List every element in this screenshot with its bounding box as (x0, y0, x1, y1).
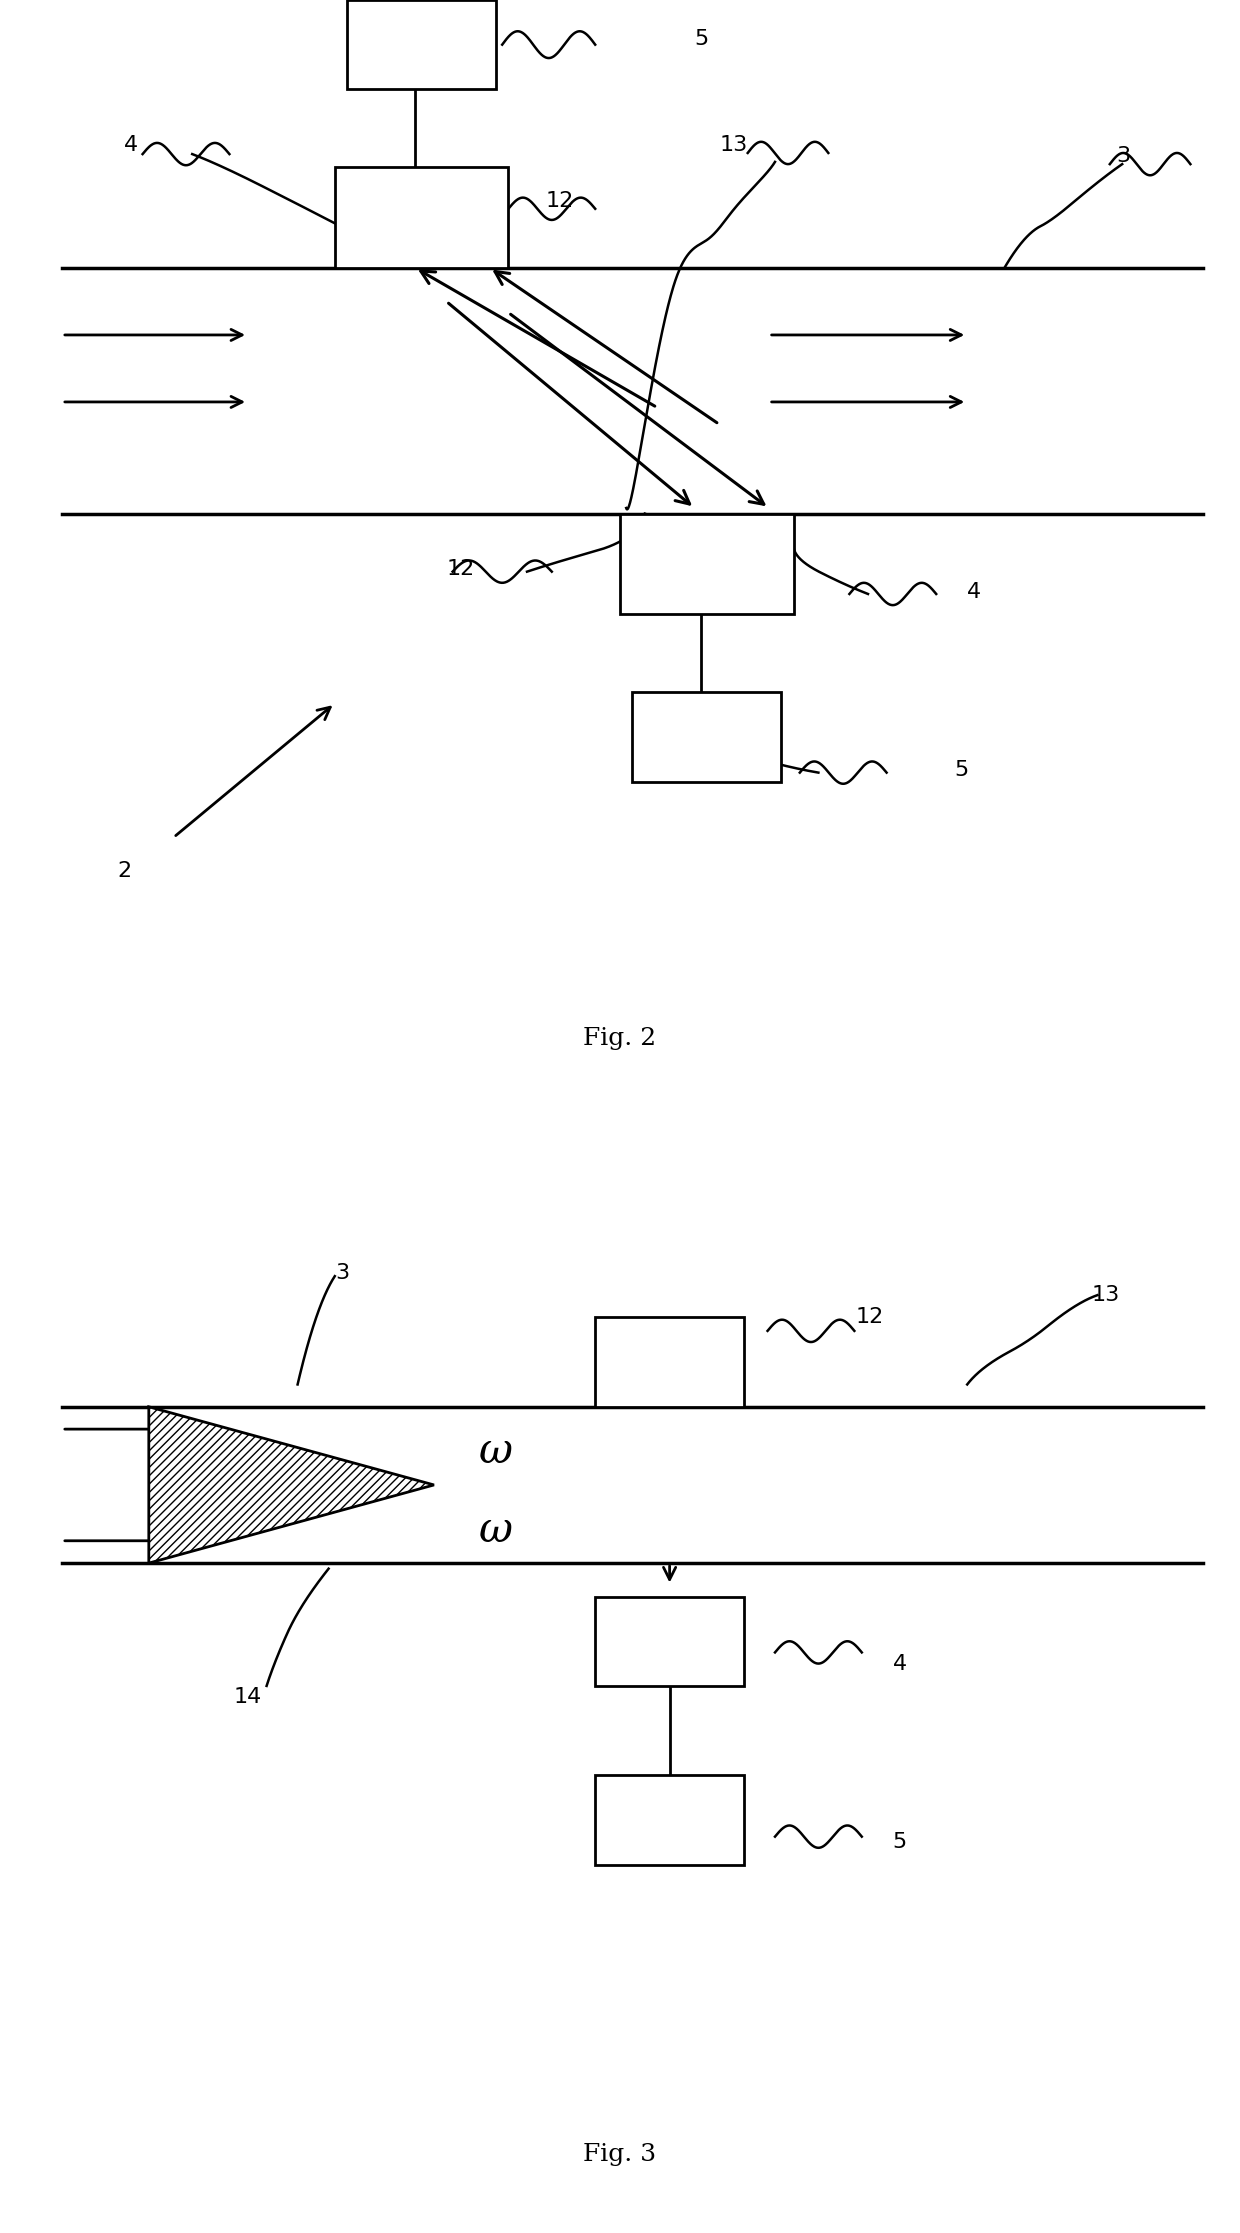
Text: 12: 12 (446, 560, 475, 578)
Text: 12: 12 (546, 192, 574, 210)
Text: 4: 4 (124, 136, 138, 154)
Bar (595, 1317, 744, 1407)
Text: 3: 3 (1116, 147, 1130, 165)
Text: 4: 4 (967, 583, 981, 601)
Bar (335, 167, 508, 268)
Bar (347, 0, 496, 89)
Text: 12: 12 (856, 1309, 884, 1326)
Bar (595, 1597, 744, 1686)
Text: Fig. 2: Fig. 2 (584, 1027, 656, 1050)
Text: ω: ω (479, 1510, 513, 1550)
Text: 3: 3 (335, 1264, 348, 1282)
Bar (595, 1775, 744, 1865)
Text: 5: 5 (955, 761, 968, 779)
Text: 4: 4 (893, 1655, 906, 1673)
Text: 13: 13 (1091, 1286, 1120, 1304)
Text: 14: 14 (234, 1688, 262, 1706)
Text: 5: 5 (694, 29, 708, 49)
Text: ω: ω (479, 1431, 513, 1472)
Text: 13: 13 (719, 136, 748, 154)
Polygon shape (149, 1407, 434, 1563)
Text: Fig. 3: Fig. 3 (584, 2144, 656, 2166)
Bar (620, 514, 794, 614)
Text: 5: 5 (893, 1833, 906, 1851)
Bar (632, 692, 781, 782)
Text: 2: 2 (117, 862, 131, 880)
